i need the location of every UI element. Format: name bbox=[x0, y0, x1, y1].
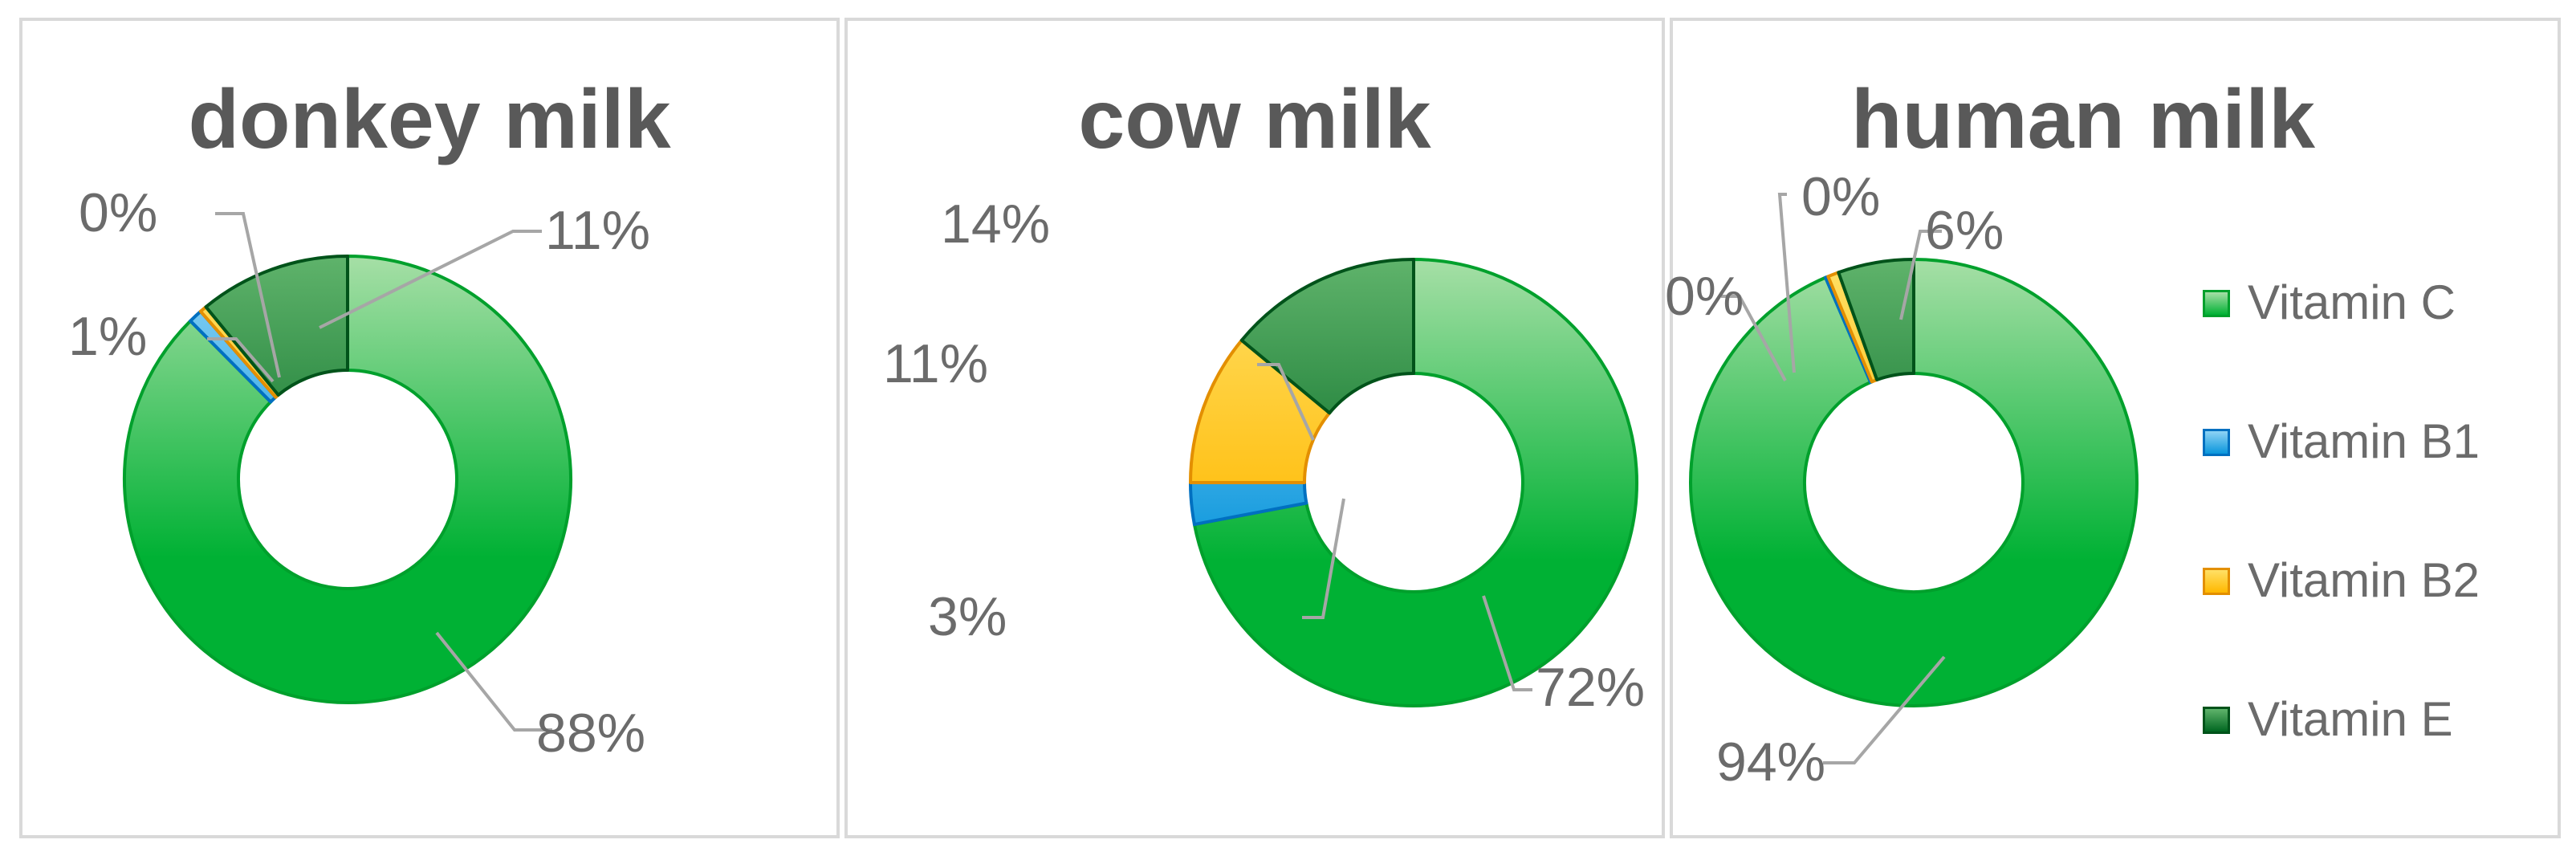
data-label-vitamin-b2: 0% bbox=[79, 182, 157, 243]
donut-chart-donkey: 88% 1% 0% 11% bbox=[68, 182, 650, 764]
chart-title: donkey milk bbox=[188, 73, 671, 166]
chart-title: cow milk bbox=[1078, 73, 1431, 166]
data-label-vitamin-e: 6% bbox=[1925, 200, 2004, 261]
data-label-vitamin-c: 88% bbox=[536, 703, 645, 764]
data-label-vitamin-b2: 11% bbox=[883, 333, 988, 394]
data-label-vitamin-e: 14% bbox=[941, 194, 1050, 255]
leader-line bbox=[319, 230, 542, 329]
data-label-vitamin-c: 72% bbox=[1536, 657, 1645, 718]
chart-panel-cow: cow milk 72% 3% 11% 14% bbox=[844, 18, 1665, 838]
donut-slice-vitamin-e bbox=[204, 255, 349, 397]
data-label-vitamin-b1: 3% bbox=[928, 586, 1007, 647]
data-label-vitamin-c: 94% bbox=[1716, 732, 1825, 793]
leader-line bbox=[215, 212, 281, 378]
donut-chart-cow: 72% 3% 11% 14% bbox=[883, 194, 1645, 718]
data-label-vitamin-b1: 0% bbox=[1665, 266, 1744, 327]
legend-swatch-vitamin-c bbox=[2203, 290, 2230, 317]
leader-line bbox=[1721, 295, 1787, 381]
leader-line bbox=[1257, 363, 1315, 441]
chart-panel-human: human milk 94% 0% 0% 6% Vitamin C Vitamin B… bbox=[1665, 18, 2561, 838]
data-label-vitamin-b2: 0% bbox=[1801, 166, 1880, 227]
leader-line bbox=[207, 337, 275, 383]
legend-label: Vitamin C bbox=[2248, 275, 2456, 329]
donut-slice-vitamin-c bbox=[1689, 258, 2139, 707]
legend-swatch-vitamin-b1 bbox=[2203, 429, 2230, 456]
leader-line bbox=[1899, 230, 1942, 320]
data-label-vitamin-e: 11% bbox=[545, 200, 650, 261]
leader-line bbox=[1823, 655, 1946, 764]
leader-line bbox=[1777, 193, 1796, 373]
leader-line bbox=[1482, 595, 1532, 691]
data-label-vitamin-b1: 1% bbox=[68, 306, 147, 367]
leader-line bbox=[435, 631, 552, 732]
legend-label: Vitamin B2 bbox=[2248, 553, 2480, 607]
legend-label: Vitamin B1 bbox=[2248, 414, 2480, 468]
legend-swatch-vitamin-e bbox=[2203, 707, 2230, 734]
chart-title: human milk bbox=[1851, 73, 2315, 166]
donut-slice-vitamin-c bbox=[1192, 258, 1638, 707]
chart-panel-donkey: donkey milk 88% 1% 0% 11% bbox=[19, 18, 840, 838]
donut-chart-human: 94% 0% 0% 6% bbox=[1665, 166, 2139, 793]
leader-line bbox=[1302, 498, 1345, 619]
legend-label: Vitamin E bbox=[2248, 692, 2453, 746]
legend-swatch-vitamin-b2 bbox=[2203, 568, 2230, 595]
